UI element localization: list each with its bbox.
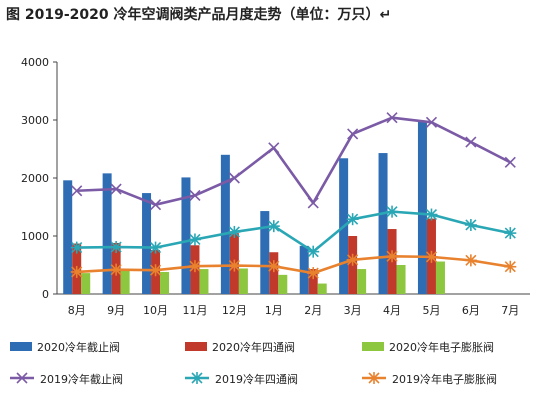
bar-2 [308,269,318,294]
x-tick-label: 6月 [462,304,480,317]
x-tick-label: 5月 [422,304,440,317]
line-point-3 [346,253,359,266]
legend-marker [16,372,28,384]
line-point-2 [228,225,241,238]
bar-1 [299,245,309,294]
line-point-2 [307,245,320,258]
y-tick-label: 1000 [21,230,49,243]
bar-1 [142,193,152,294]
line-point-1 [228,172,240,184]
bar-3 [317,283,327,294]
line-point-2 [70,241,83,254]
bar-1 [220,154,230,294]
line-point-1 [71,185,83,197]
line-series-1 [76,116,511,206]
line-point-1 [149,199,162,211]
line-point-3 [425,250,438,263]
legend-marker [191,372,203,384]
y-tick-label: 3000 [21,114,49,127]
y-tick-labels: 0 1000 2000 3000 4000 [21,56,49,301]
x-tick-label: 4月 [383,304,401,317]
bar-3 [238,268,248,294]
bar-3 [357,269,367,294]
line-point-2 [425,208,438,221]
line-point-1 [425,116,438,128]
line-point-3 [386,250,399,263]
line-series-2 [76,210,511,253]
bar-2 [269,252,279,294]
x-tick-labels: 8月 9月 10月 11月 12月 1月 2月 3月 4月 5月 6月 7月 [68,304,520,317]
line-point-2 [149,241,162,254]
x-tick-label: 8月 [68,304,86,317]
line-series-3 [76,255,511,275]
line-point-2 [504,227,517,240]
line-point-3 [464,254,477,267]
bar-3 [435,261,445,294]
x-tick-label: 12月 [222,304,247,317]
bar-3 [81,273,91,294]
bar-1 [260,211,270,294]
legend-label: 2020冷年电子膨胀阀 [389,340,494,354]
line-point-1 [268,142,280,154]
line-point-1 [386,112,398,124]
x-tick-label: 11月 [182,304,207,317]
bar-3 [199,269,209,294]
chart-axes [53,61,530,295]
chart: 8月 9月 10月 11月 12月 1月 2月 3月 4月 5月 6月 7月 0 1000 2000 300… [10,56,530,386]
line-point-2 [386,205,399,218]
legend-label: 2019冷年截止阀 [40,372,123,386]
line-point-3 [307,267,320,280]
lines-layer [70,112,517,280]
line-point-1 [504,156,516,168]
legend-label: 2020冷年四通阀 [212,340,295,354]
bar-3 [278,274,288,294]
line-point-3 [188,260,201,273]
x-tick-label: 7月 [501,304,519,317]
line-point-3 [504,260,517,273]
line-point-2 [110,241,123,254]
bar-1 [378,153,388,294]
legend-label: 2019冷年电子膨胀阀 [392,372,497,386]
line-point-2 [346,213,359,226]
bar-1 [102,173,112,294]
line-point-3 [267,260,280,273]
line-point-3 [228,259,241,272]
line-point-2 [464,218,477,231]
legend: 2020冷年截止阀 2020冷年四通阀 2020冷年电子膨胀阀 2019冷年截止阀 20… [10,340,497,386]
y-tick-label: 4000 [21,56,49,69]
chart-title: 图 2019-2020 冷年空调阀类产品月度走势（单位：万只）↵ [6,7,392,23]
y-tick-label: 0 [42,288,49,301]
bar-1 [417,120,427,294]
legend-swatch [10,342,32,351]
bar-1 [181,177,191,294]
x-tick-label: 9月 [107,304,125,317]
legend-label: 2019冷年四通阀 [215,372,298,386]
bar-3 [396,265,406,294]
legend-swatch [362,342,384,351]
x-tick-label: 3月 [344,304,362,317]
y-tick-label: 2000 [21,172,49,185]
line-point-2 [267,220,280,233]
x-tick-label: 10月 [143,304,168,317]
line-point-1 [347,128,359,140]
line-point-2 [188,233,201,246]
x-tick-label: 1月 [265,304,283,317]
line-point-1 [110,183,122,195]
legend-swatch [185,342,207,351]
line-point-1 [307,197,319,209]
line-point-3 [149,264,162,277]
line-point-1 [465,136,477,148]
bar-3 [160,271,170,294]
line-point-1 [189,189,201,201]
line-point-3 [70,265,83,278]
line-point-3 [110,263,123,276]
legend-label: 2020冷年截止阀 [37,340,120,354]
legend-marker [368,372,380,384]
bar-3 [120,269,130,294]
bar-1 [63,180,73,294]
x-tick-label: 2月 [304,304,322,317]
